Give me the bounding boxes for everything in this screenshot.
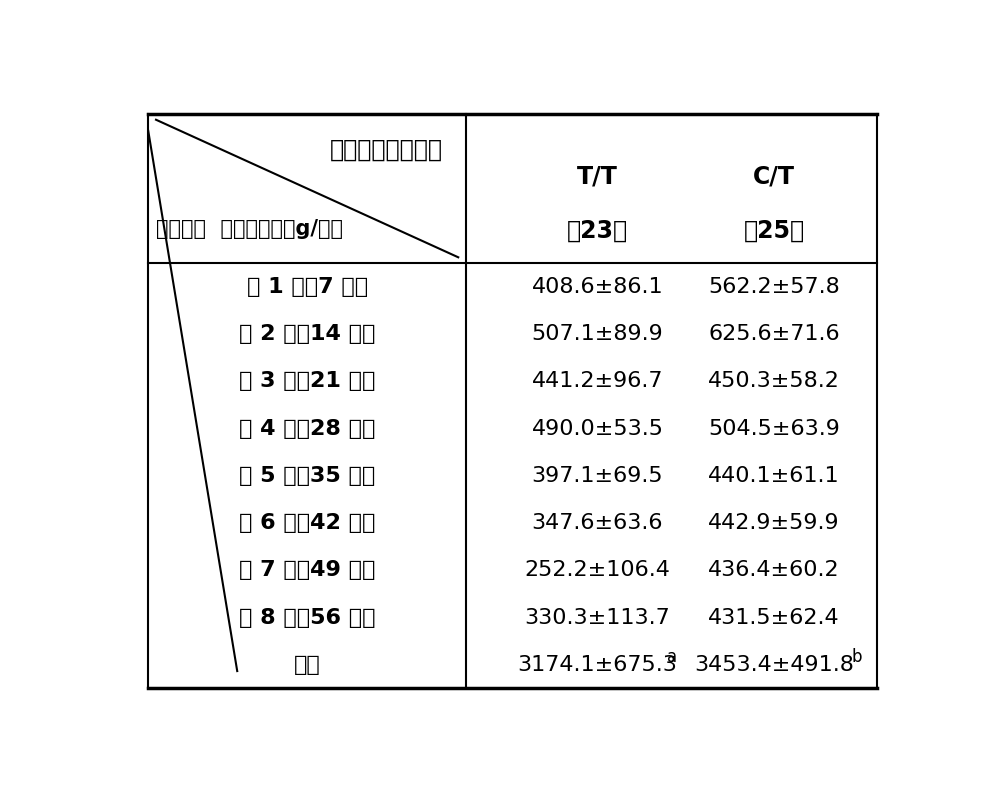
Text: 第 1 周（7 天）: 第 1 周（7 天）	[247, 277, 368, 297]
Text: 第 5 周（35 天）: 第 5 周（35 天）	[239, 466, 375, 486]
Text: 第 7 周（49 天）: 第 7 周（49 天）	[239, 561, 375, 580]
Text: 3174.1±675.3: 3174.1±675.3	[518, 655, 677, 675]
Text: 第 6 周（42 天）: 第 6 周（42 天）	[239, 513, 375, 533]
Text: 330.3±113.7: 330.3±113.7	[525, 607, 670, 627]
Text: 504.5±63.9: 504.5±63.9	[708, 418, 840, 438]
Text: 第 3 周（21 天）: 第 3 周（21 天）	[239, 372, 375, 391]
Text: 252.2±106.4: 252.2±106.4	[525, 561, 670, 580]
Text: 431.5±62.4: 431.5±62.4	[708, 607, 840, 627]
Text: a: a	[667, 649, 677, 666]
Text: 397.1±69.5: 397.1±69.5	[532, 466, 663, 486]
Text: 第 8 周（56 天）: 第 8 周（56 天）	[239, 607, 375, 627]
Text: 507.1±89.9: 507.1±89.9	[532, 324, 663, 345]
Text: 442.9±59.9: 442.9±59.9	[708, 513, 840, 533]
Text: 第 4 周（28 天）: 第 4 周（28 天）	[239, 418, 375, 438]
Text: C/T: C/T	[753, 164, 795, 188]
Text: 450.3±58.2: 450.3±58.2	[708, 372, 840, 391]
Text: （23）: （23）	[567, 218, 628, 242]
Text: 436.4±60.2: 436.4±60.2	[708, 561, 840, 580]
Text: T/T: T/T	[577, 164, 618, 188]
Text: 408.6±86.1: 408.6±86.1	[532, 277, 663, 297]
Text: 441.2±96.7: 441.2±96.7	[532, 372, 663, 391]
Text: 合计: 合计	[294, 655, 320, 675]
Text: 347.6±63.6: 347.6±63.6	[532, 513, 663, 533]
Text: 490.0±53.5: 490.0±53.5	[531, 418, 663, 438]
Text: 第 2 周（14 天）: 第 2 周（14 天）	[239, 324, 375, 345]
Text: 3453.4±491.8: 3453.4±491.8	[694, 655, 854, 675]
Text: 440.1±61.1: 440.1±61.1	[708, 466, 840, 486]
Text: （25）: （25）	[744, 218, 805, 242]
Text: 562.2±57.8: 562.2±57.8	[708, 277, 840, 297]
Text: 625.6±71.6: 625.6±71.6	[708, 324, 840, 345]
Text: 基因型（个体数）: 基因型（个体数）	[330, 138, 443, 162]
Text: 挤奶时间  平均泌乳量（g/天）: 挤奶时间 平均泌乳量（g/天）	[156, 219, 343, 239]
Text: b: b	[852, 649, 862, 666]
